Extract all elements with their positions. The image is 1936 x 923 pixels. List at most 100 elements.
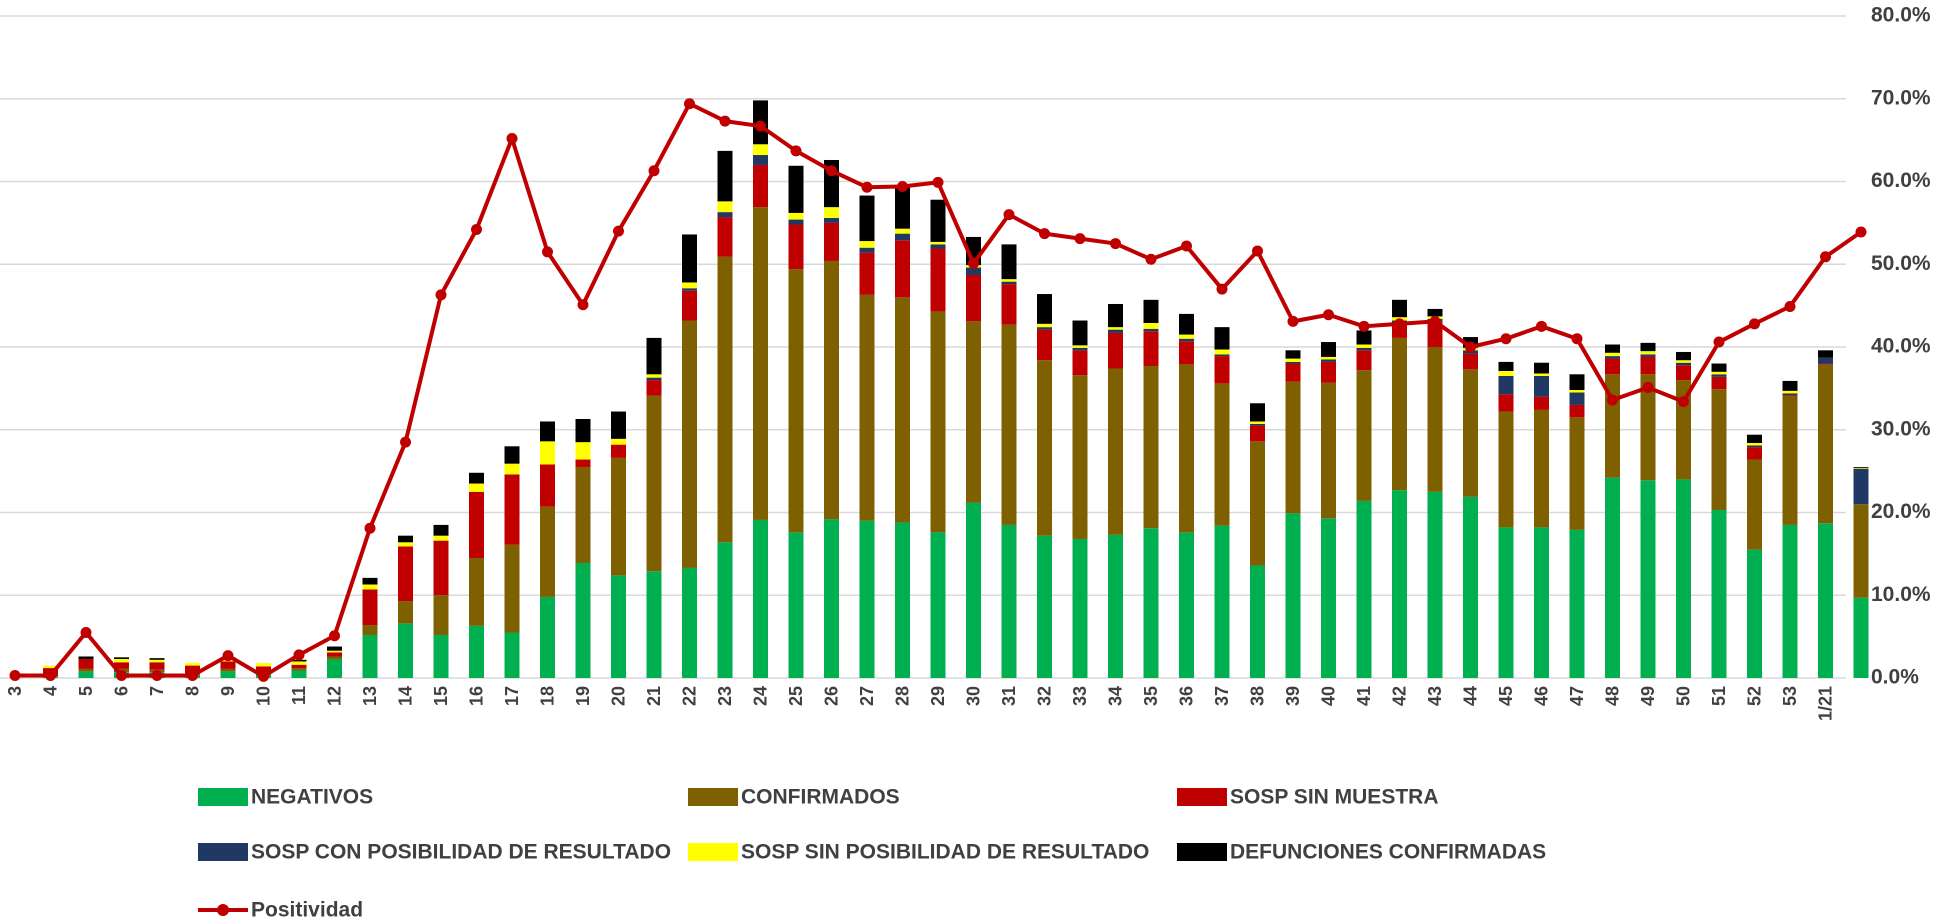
bar-segment: [433, 524, 449, 536]
bar-segment: [398, 542, 413, 547]
bar-segment: [1179, 364, 1194, 533]
x-tick-label: 40: [1318, 686, 1338, 706]
bar-segment: [1853, 597, 1869, 678]
x-tick-label: 12: [324, 686, 344, 706]
bar-segment: [1605, 477, 1620, 678]
x-tick-label: 30: [963, 686, 983, 706]
bar-segment: [362, 584, 378, 590]
bar-segment: [469, 483, 484, 492]
bar-segment: [859, 520, 875, 678]
bar-segment: [1498, 361, 1514, 371]
legend-label: SOSP CON POSIBILIDAD DE RESULTADO: [251, 841, 671, 864]
y-tick-label: 40.0%: [1871, 335, 1931, 358]
bar-segment: [1250, 423, 1265, 426]
bar-segment: [1143, 366, 1159, 529]
line-marker: [577, 299, 589, 311]
bar-segment: [1818, 523, 1833, 678]
bar-segment: [1498, 394, 1514, 412]
x-tick-label: 8: [182, 686, 202, 696]
bar-segment: [1214, 354, 1230, 357]
bar-segment: [646, 374, 662, 378]
x-tick-label: 34: [1105, 686, 1125, 706]
bar-segment: [1569, 529, 1585, 678]
line-marker: [329, 630, 340, 642]
bar-segment: [1037, 327, 1052, 330]
bar-segment: [504, 474, 520, 545]
bar-segment: [1427, 321, 1443, 347]
x-tick-label: 17: [502, 686, 522, 706]
legend-item: DEFUNCIONES CONFIRMADAS: [1177, 841, 1546, 864]
legend-marker: [217, 904, 229, 916]
bar-segment: [433, 634, 449, 678]
bar-segment: [611, 438, 626, 445]
bar-segment: [1037, 294, 1052, 324]
x-tick-label: 6: [111, 686, 131, 696]
bar-segment: [646, 571, 662, 678]
bar-segment: [1001, 281, 1017, 285]
bar-segment: [575, 466, 591, 563]
legend-item: SOSP SIN MUESTRA: [1177, 786, 1438, 809]
bar-segment: [682, 288, 697, 291]
bar-segment: [1747, 434, 1762, 443]
bar-segment: [824, 260, 839, 520]
x-tick-label: 43: [1425, 686, 1445, 706]
bar-segment: [469, 491, 484, 559]
bar-segment: [291, 670, 307, 678]
bar-segment: [966, 267, 981, 276]
bar-segment: [575, 459, 591, 467]
bar-segment: [114, 658, 129, 663]
line-marker: [471, 223, 482, 235]
bar-segment: [1072, 320, 1088, 346]
bar-segment: [1250, 441, 1265, 566]
line-marker: [684, 98, 695, 110]
bar-segment: [1250, 565, 1265, 678]
bar-segment: [1285, 381, 1301, 514]
x-tick-label: 22: [679, 686, 699, 706]
x-tick-label: 1/21: [1815, 686, 1835, 721]
x-tick-label: 50: [1673, 686, 1693, 706]
x-tick-label: 23: [715, 686, 735, 706]
x-tick-label: 49: [1638, 686, 1658, 706]
x-tick-label: 32: [1034, 686, 1054, 706]
legend-swatch: [198, 788, 248, 806]
bar-segment: [1605, 344, 1620, 353]
bar-segment: [895, 233, 910, 241]
bar-segment: [824, 217, 839, 223]
bar-segment: [1498, 411, 1514, 528]
bar-segment: [540, 596, 555, 678]
bar-segment: [930, 311, 946, 533]
line-marker: [826, 165, 837, 177]
x-tick-label: 21: [644, 686, 664, 706]
bar-segment: [291, 664, 307, 669]
bar-segment: [1747, 447, 1762, 460]
bar-segment: [1250, 425, 1265, 442]
bar-segment: [398, 546, 413, 602]
bar-segment: [1711, 374, 1727, 377]
bar-segment: [433, 595, 449, 635]
line-marker: [1003, 209, 1015, 221]
line-marker: [258, 670, 269, 682]
x-tick-label: 37: [1212, 686, 1232, 706]
line-marker: [1749, 318, 1760, 330]
bar-segment: [504, 544, 520, 633]
line-marker: [968, 257, 979, 269]
x-tick-label: 27: [857, 686, 877, 706]
bar-segment: [611, 457, 626, 576]
x-tick-label: 35: [1141, 686, 1161, 706]
bar-segment: [1711, 376, 1727, 390]
bar-segment: [1676, 360, 1691, 363]
x-tick-label: 20: [608, 686, 628, 706]
bar-segment: [1818, 363, 1833, 365]
bar-segment: [682, 320, 697, 568]
bar-segment: [1534, 396, 1549, 410]
bar-segment: [1534, 409, 1549, 528]
line-marker: [1571, 333, 1583, 345]
bar-segment: [1534, 362, 1549, 374]
legend-swatch: [688, 843, 738, 861]
bar-segment: [1640, 342, 1656, 352]
bar-segment: [1747, 445, 1762, 448]
line-marker: [187, 670, 198, 682]
bar-segment: [1321, 356, 1336, 360]
bar-segment: [362, 634, 378, 678]
